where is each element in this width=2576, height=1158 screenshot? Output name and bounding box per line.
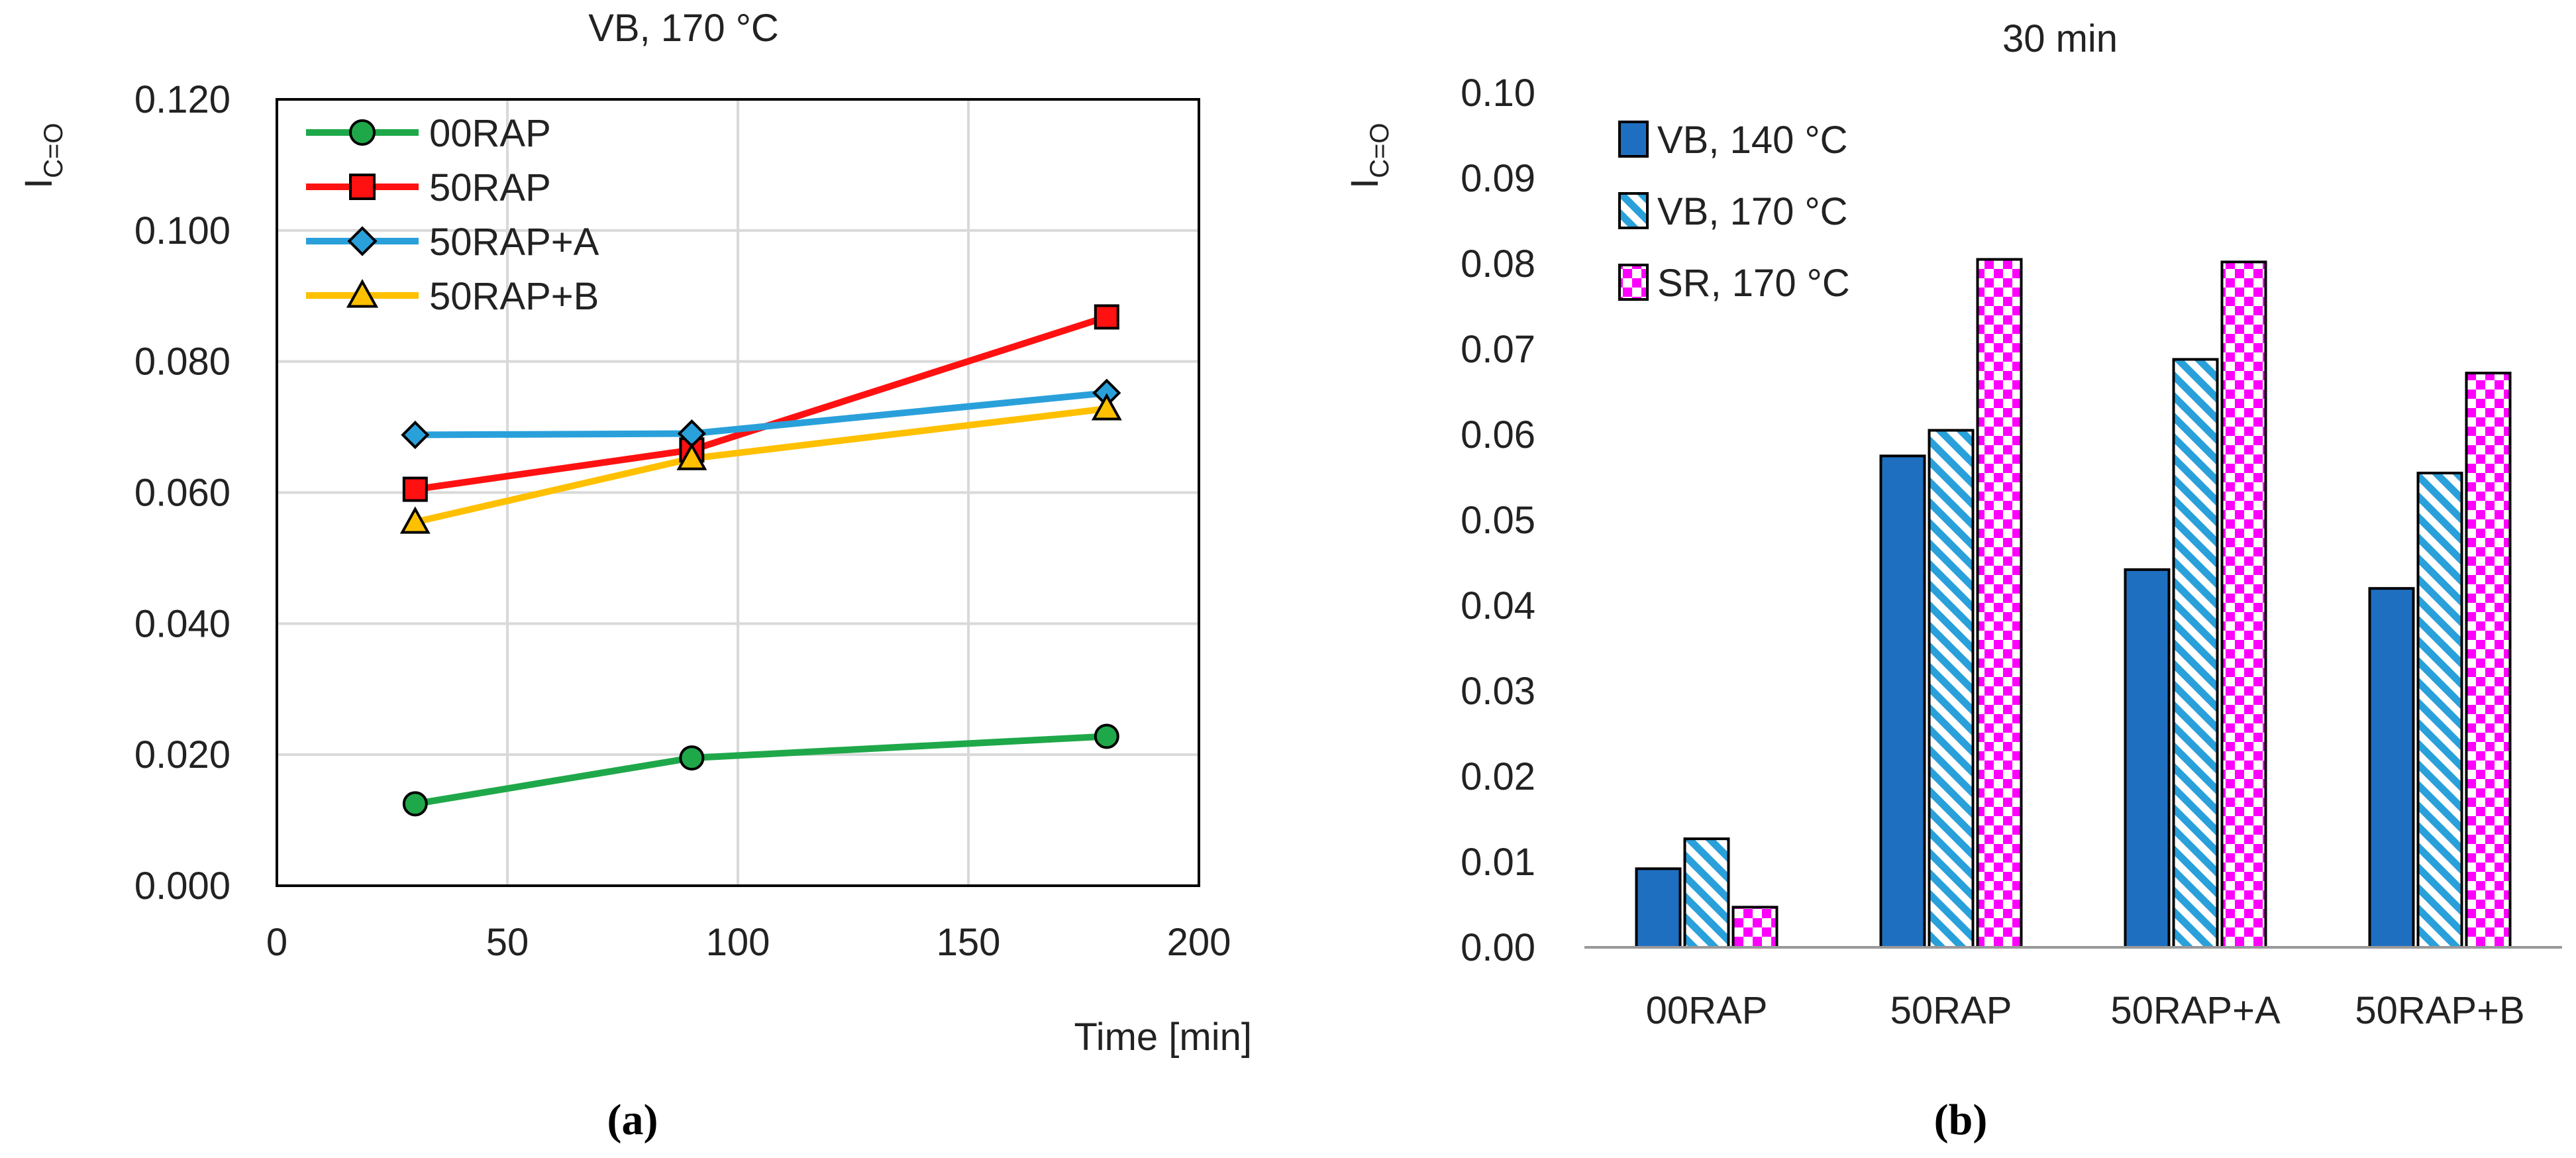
chart-b-y-tick-label: 0.08 — [1461, 242, 1535, 286]
chart-b-category-label: 50RAP+B — [2355, 989, 2524, 1032]
chart-a-y-tick-label: 0.060 — [134, 472, 231, 515]
chart-b-y-tick-label: 0.02 — [1461, 755, 1535, 798]
chart-a-legend: 00RAP 50RAP 50RAP+A 50RAP+B — [306, 112, 599, 318]
chart-a-x-tick-label: 150 — [937, 921, 1001, 964]
bar-50rap-a-vb-170-c — [2172, 358, 2219, 949]
data-point-50rap-a — [401, 420, 430, 449]
chart-b-y-tick-label: 0.03 — [1461, 670, 1535, 713]
data-point-50rap — [402, 476, 428, 502]
chart-b-y-tick-label: 0.09 — [1461, 157, 1535, 200]
data-point-50rap-b — [1091, 393, 1122, 421]
chart-a-y-axis-label-subscript: C=O — [39, 123, 68, 178]
series-line-00rap — [414, 733, 1108, 808]
chart-b-y-tick-label: 0.07 — [1461, 328, 1535, 371]
chart-a-x-tick-label: 0 — [266, 921, 287, 964]
chart-b-category-labels: 00RAP 50RAP 50RAP+A 50RAP+B — [1646, 989, 2525, 1032]
chart-b-y-tick-label: 0.01 — [1461, 841, 1535, 884]
chart-a-panel-label: (a) — [607, 1096, 658, 1144]
chart-a-y-tick-label: 0.020 — [134, 733, 231, 776]
data-point-50rap — [1094, 304, 1119, 330]
chart-a-title: VB, 170 °C — [588, 7, 779, 50]
legend-swatch-vb-170-c — [1618, 192, 1649, 229]
chart-a-y-tick-label: 0.000 — [134, 865, 231, 908]
legend-label-00rap: 00RAP — [429, 112, 551, 155]
chart-a-y-axis-label: IC=O — [17, 123, 68, 189]
chart-b-category-label: 50RAP+A — [2110, 989, 2281, 1032]
chart-b-legend: VB, 140 °C VB, 170 °C SR, 170 °C — [1618, 119, 1850, 305]
chart-a-y-axis-label-main: I — [17, 178, 60, 189]
data-point-50rap-b — [676, 443, 707, 470]
bar-50rap-a-vb-140-c — [2124, 568, 2171, 949]
legend-marker-00rap — [349, 119, 376, 146]
bar-00rap-vb-140-c — [1635, 867, 1682, 949]
line-chart-a: VB, 170 °C 0.000 0.020 0.040 0.060 0.080 0.10… — [17, 7, 1252, 1144]
legend-marker-50rap — [349, 174, 376, 200]
chart-b-y-tick-labels: 0.00 0.01 0.02 0.03 0.04 0.05 0.06 0.07 0.08 0.09… — [1461, 72, 1535, 969]
chart-a-y-tick-label: 0.040 — [134, 602, 231, 645]
bar-50rap-b-sr-170-c — [2465, 372, 2512, 949]
chart-a-y-tick-label: 0.100 — [134, 209, 231, 252]
chart-b-category-label: 50RAP — [1890, 989, 2012, 1032]
chart-a-series-lines — [414, 313, 1108, 808]
bar-50rap-b-vb-140-c — [2368, 587, 2415, 949]
chart-b-y-tick-label: 0.00 — [1461, 926, 1535, 969]
chart-b-y-tick-label: 0.04 — [1461, 584, 1535, 627]
chart-a-y-tick-label: 0.080 — [134, 341, 231, 384]
bar-50rap-vb-170-c — [1928, 429, 1975, 949]
chart-b-y-axis-label: IC=O — [1343, 123, 1394, 189]
chart-a-y-tick-label: 0.120 — [134, 78, 231, 121]
chart-a-x-tick-label: 50 — [486, 921, 529, 964]
chart-a-plot-frame — [276, 98, 1200, 887]
chart-a-x-tick-label: 100 — [706, 921, 770, 964]
chart-a-y-tick-labels: 0.000 0.020 0.040 0.060 0.080 0.100 0.120 — [134, 78, 231, 908]
legend-label-50rap-b: 50RAP+B — [429, 275, 599, 318]
chart-a-x-tick-label: 200 — [1167, 921, 1231, 964]
chart-b-y-axis-label-subscript: C=O — [1365, 123, 1394, 178]
chart-a-markers — [399, 304, 1122, 817]
legend-swatch-vb-140-c — [1618, 121, 1649, 158]
bar-50rap-vb-140-c — [1879, 454, 1926, 949]
chart-b-y-axis-label-main: I — [1343, 178, 1386, 189]
chart-b-panel-label: (b) — [1934, 1096, 1988, 1144]
series-line-50rap-a — [415, 390, 1108, 439]
legend-swatch-sr-170-c — [1618, 264, 1649, 301]
legend-label-50rap-a: 50RAP+A — [429, 221, 599, 264]
chart-b-category-label: 00RAP — [1646, 989, 1768, 1032]
data-point-50rap-b — [399, 506, 431, 534]
data-point-00rap — [402, 791, 428, 817]
bar-chart-b: 30 min 0.000.010.020.030.040.050.060.070… — [1343, 17, 2562, 1144]
bar-00rap-sr-170-c — [1731, 906, 1778, 949]
bar-50rap-a-sr-170-c — [2220, 260, 2267, 949]
legend-label-50rap: 50RAP — [429, 166, 551, 209]
chart-a-x-axis-label: Time [min] — [1074, 1016, 1252, 1059]
legend-label-vb-140-c: VB, 140 °C — [1657, 119, 1848, 162]
legend-marker-50rap-b — [346, 279, 379, 308]
legend-label-sr-170-c: SR, 170 °C — [1657, 262, 1850, 305]
legend-marker-50rap-a — [347, 226, 378, 256]
legend-label-vb-170-c: VB, 170 °C — [1657, 190, 1848, 233]
chart-b-y-tick-label: 0.05 — [1461, 499, 1535, 542]
chart-b-y-tick-label: 0.10 — [1461, 72, 1535, 115]
chart-b-y-tick-label: 0.06 — [1461, 413, 1535, 456]
bar-50rap-sr-170-c — [1976, 258, 2023, 949]
data-point-00rap — [1094, 723, 1119, 749]
bar-50rap-b-vb-170-c — [2416, 472, 2463, 949]
bar-00rap-vb-170-c — [1683, 837, 1730, 949]
chart-a-x-tick-labels: 0 50 100 150 200 — [266, 921, 1231, 964]
data-point-00rap — [679, 745, 705, 771]
chart-b-title: 30 min — [2002, 17, 2118, 60]
chart-b-bars — [1635, 258, 2512, 949]
